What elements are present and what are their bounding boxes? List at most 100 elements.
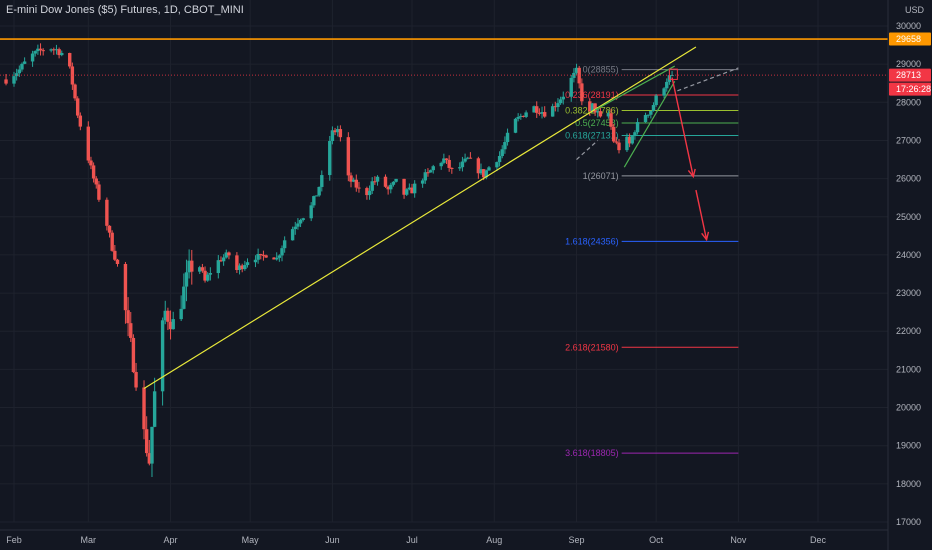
- candle: [349, 172, 353, 188]
- fib-level[interactable]: 2.618(21580): [565, 342, 739, 352]
- candle-body: [280, 248, 284, 256]
- fib-level[interactable]: 0.618(27131): [565, 130, 739, 140]
- price-axis[interactable]: 17000 18000 19000 20000 21000 22000 23000 24000…: [896, 21, 921, 527]
- arrow-shaft: [695, 189, 708, 240]
- candle-body: [198, 267, 202, 272]
- trendline-wedge-upper[interactable]: [594, 65, 676, 111]
- candle: [330, 126, 335, 145]
- x-tick-label: Jul: [406, 535, 418, 545]
- candle-body: [235, 255, 239, 271]
- candle: [431, 164, 435, 174]
- candle-body: [97, 184, 101, 200]
- candle: [662, 87, 666, 99]
- candle-body: [405, 189, 409, 195]
- grid: [0, 0, 888, 523]
- time-axis[interactable]: Feb Mar Apr May Jun Jul Aug Sep Oct Nov Dec: [0, 529, 888, 545]
- fib-level[interactable]: 0.5(27458): [575, 118, 739, 128]
- candle: [89, 156, 93, 170]
- drawings[interactable]: [0, 38, 888, 389]
- x-tick-label: Feb: [6, 535, 22, 545]
- candle-body: [60, 53, 64, 56]
- trendline-uptrend[interactable]: [143, 46, 697, 389]
- arrow-2[interactable]: [695, 189, 710, 242]
- y-tick-label: 18000: [896, 479, 921, 489]
- candle: [651, 102, 656, 112]
- candle-body: [203, 270, 207, 281]
- candle: [94, 176, 98, 189]
- trendline-channel-dashed-upper[interactable]: [677, 67, 739, 92]
- fib-level[interactable]: 3.618(18805): [565, 448, 739, 458]
- candle-body: [123, 263, 128, 311]
- candle: [224, 249, 228, 259]
- candle-body: [160, 320, 165, 392]
- candle: [574, 63, 579, 75]
- candle: [296, 218, 300, 230]
- candle: [68, 52, 72, 69]
- candle-body: [336, 129, 340, 133]
- candle-body: [412, 183, 417, 194]
- trendline-channel-dashed-left[interactable]: [576, 140, 599, 160]
- candle: [328, 135, 332, 181]
- fib-level[interactable]: 0.236(28191): [565, 90, 739, 100]
- candle: [184, 259, 189, 302]
- candle-body: [428, 170, 433, 173]
- arrow-1[interactable]: [671, 77, 696, 179]
- candle: [537, 108, 542, 116]
- candle: [134, 362, 138, 391]
- candle-body: [521, 115, 526, 117]
- candle: [198, 265, 202, 275]
- candle: [216, 255, 221, 279]
- fib-label: 2.618(21580): [565, 342, 619, 352]
- candle: [447, 155, 451, 172]
- candle-body: [243, 265, 247, 270]
- candle: [312, 195, 316, 208]
- candle-body: [14, 73, 19, 77]
- candle-body: [187, 260, 191, 273]
- last-price-tag: 28713: [889, 68, 931, 82]
- candle: [245, 258, 250, 268]
- candle: [550, 103, 555, 117]
- x-tick-label: Apr: [164, 535, 178, 545]
- candle: [420, 178, 425, 188]
- candle: [386, 185, 390, 195]
- candle: [152, 377, 157, 428]
- candle: [617, 138, 621, 154]
- candle: [20, 62, 24, 72]
- candle-body: [237, 265, 242, 271]
- candle-body: [147, 453, 152, 464]
- candle: [171, 311, 175, 330]
- candle: [54, 44, 59, 55]
- y-tick-label: 26000: [896, 174, 921, 184]
- candle-body: [654, 95, 658, 106]
- arrow-shaft: [671, 77, 694, 177]
- candle-body: [484, 170, 489, 178]
- candle: [179, 295, 183, 322]
- candle-body: [423, 172, 427, 181]
- candle: [309, 202, 313, 222]
- price-box[interactable]: [668, 68, 678, 80]
- x-tick-label: Sep: [569, 535, 585, 545]
- trendline-wedge-lower[interactable]: [623, 81, 676, 168]
- fib-level[interactable]: 1.618(24356): [565, 236, 739, 246]
- candle-body: [54, 49, 59, 51]
- y-tick-label: 17000: [896, 517, 921, 527]
- fib-level[interactable]: 1(26071): [583, 171, 739, 181]
- candle: [609, 108, 613, 130]
- candle: [227, 251, 231, 260]
- candle-body: [580, 83, 584, 102]
- candle: [611, 123, 616, 143]
- candle: [630, 135, 634, 145]
- candle: [52, 47, 56, 55]
- candle: [293, 221, 297, 235]
- candle-body: [110, 232, 114, 251]
- resistance-price-tag-bg: [889, 32, 931, 46]
- candle: [131, 334, 136, 374]
- x-tick-label: May: [242, 535, 260, 545]
- fib-level[interactable]: 0(28855): [583, 65, 739, 75]
- candle-body: [450, 167, 454, 169]
- candle-body: [439, 162, 443, 167]
- candle-body: [643, 115, 648, 123]
- candle: [75, 96, 80, 119]
